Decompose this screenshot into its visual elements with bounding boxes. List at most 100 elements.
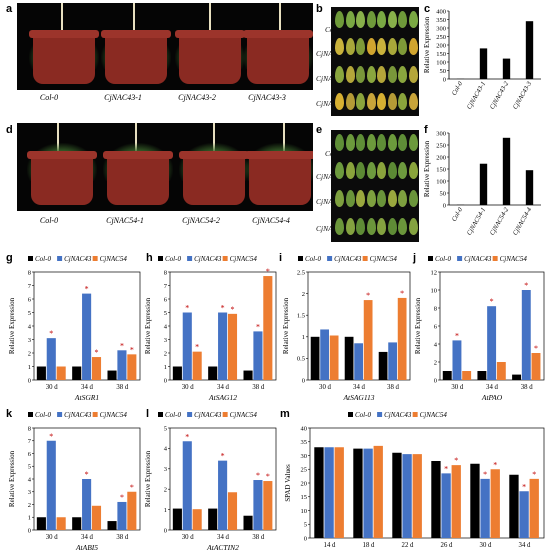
y-tick-label: 2 (28, 350, 31, 357)
panel-letter-g: g (6, 252, 13, 264)
significance-star: * (49, 432, 53, 441)
y-tick-label: 10 (301, 508, 308, 515)
bar (525, 21, 534, 79)
y-tick-label: 0 (443, 76, 446, 83)
x-tick-label: 26 d (441, 542, 453, 549)
bar (531, 353, 541, 380)
significance-star: * (230, 305, 234, 314)
significance-star: * (266, 472, 270, 481)
leaf-image (366, 11, 376, 28)
legend-swatch (92, 256, 98, 261)
y-tick-label: 5 (164, 425, 167, 432)
chart-j: Col-0 CjNAC43 CjNAC54 0 2 4 6 8 10 12 * 30 d * 34 d * *… (414, 255, 545, 402)
leaf-image (387, 38, 397, 56)
legend-swatch (492, 256, 498, 261)
significance-star: * (256, 471, 260, 480)
leaf-image (387, 218, 397, 235)
legend-label: CjNAC54 (100, 255, 128, 263)
y-axis-label: Relative Expression (423, 16, 431, 73)
x-tick-label: Col-0 (451, 80, 465, 97)
x-tick-label: 34 d (486, 384, 498, 391)
y-axis-label: Relative Expression (8, 297, 16, 354)
y-tick-label: 1 (164, 507, 167, 514)
leaf-image (377, 134, 386, 151)
x-tick-label: CjNAC54-2 (489, 206, 511, 237)
x-tick-label: 38 d (116, 534, 128, 541)
x-tick-label: 30 d (480, 542, 492, 549)
y-tick-label: 3 (28, 489, 31, 496)
bar (344, 336, 354, 380)
y-tick-label: 400 (436, 8, 446, 15)
plant-photo-a (17, 3, 313, 90)
bar (320, 329, 329, 380)
y-tick-label: 12 (431, 269, 438, 276)
panel-letter-h: h (146, 252, 153, 264)
bar (263, 276, 273, 380)
x-tick-label: CjNAC54-1 (466, 207, 487, 237)
leaf-image (356, 162, 365, 179)
bar (479, 163, 488, 205)
leaf-image (408, 218, 418, 235)
leaf-image (387, 92, 397, 110)
y-tick-label: 8 (28, 425, 31, 432)
legend-swatch (327, 256, 333, 261)
leaf-image (398, 134, 407, 151)
y-tick-label: 250 (436, 142, 446, 149)
y-tick-label: 100 (436, 59, 446, 66)
legend-label: CjNAC43 (334, 255, 362, 263)
bar (470, 463, 480, 538)
bar (487, 306, 497, 380)
leaf-image (366, 134, 376, 151)
leaf-image (408, 134, 418, 151)
y-tick-label: 4 (434, 341, 438, 348)
significance-star: * (185, 432, 189, 441)
legend-swatch (222, 256, 228, 261)
x-tick-label: 34 d (81, 384, 93, 391)
leaf-image (366, 65, 376, 83)
legend-swatch (158, 256, 163, 261)
bar (480, 478, 490, 538)
y-tick-label: 100 (436, 178, 446, 185)
y-tick-label: 5 (28, 464, 31, 471)
bar (91, 505, 102, 530)
leaf-image (408, 162, 418, 179)
y-tick-label: 150 (436, 166, 446, 173)
y-axis-label: Relative Expression (8, 450, 16, 507)
x-axis-label: AtSAG12 (208, 393, 237, 402)
y-tick-label: 6 (28, 296, 32, 303)
y-tick-label: 250 (436, 34, 446, 41)
leaf-image (356, 11, 365, 28)
significance-star: * (94, 348, 98, 357)
bar (117, 501, 127, 530)
leaf-photo-b (331, 7, 419, 116)
legend-swatch (57, 412, 63, 417)
leaf-image (356, 218, 365, 235)
plant-label: Col-0 (39, 216, 59, 225)
x-tick-label: 30 d (182, 534, 194, 541)
bar (373, 445, 383, 538)
bar (490, 469, 500, 538)
bar (82, 479, 92, 530)
chart-i: Col-0 CjNAC43 CjNAC54 0 0.5 1 1.5 2 2.5 30 d * 34 d… (282, 255, 411, 402)
bar (521, 290, 531, 380)
bar (378, 351, 388, 380)
y-tick-label: 0 (28, 377, 31, 384)
leaf-image (345, 65, 355, 83)
legend-label: Col-0 (35, 255, 51, 263)
y-tick-label: 10 (431, 287, 438, 294)
significance-star: * (266, 267, 270, 276)
y-tick-label: 1 (28, 364, 31, 371)
bar (36, 517, 46, 530)
y-tick-label: 3 (28, 337, 31, 344)
bar (227, 313, 238, 380)
leaf-image (398, 11, 407, 28)
x-tick-label: 34 d (217, 384, 229, 391)
significance-star: * (444, 464, 448, 473)
leaf-image (408, 92, 418, 110)
significance-star: * (195, 343, 199, 352)
bar (46, 338, 56, 380)
leaf-image (345, 134, 355, 151)
bar (253, 480, 263, 530)
bar (72, 517, 82, 530)
bar (172, 366, 182, 380)
